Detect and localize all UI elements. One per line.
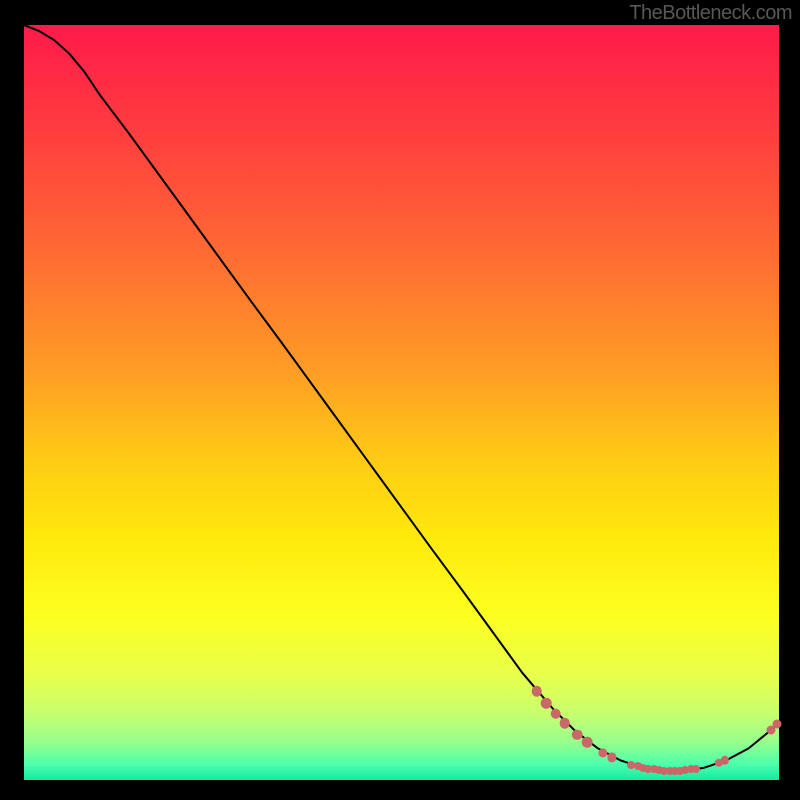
marker-layer xyxy=(24,25,779,780)
data-marker xyxy=(773,720,782,729)
chart-viewport: TheBottleneck.com xyxy=(0,0,800,800)
data-marker xyxy=(531,686,542,697)
data-marker xyxy=(550,708,561,719)
data-marker xyxy=(559,718,570,729)
data-marker xyxy=(608,753,617,762)
data-marker xyxy=(572,729,583,740)
data-marker xyxy=(541,698,552,709)
watermark-text: TheBottleneck.com xyxy=(629,2,792,25)
data-marker xyxy=(598,748,607,757)
data-marker xyxy=(720,756,728,764)
chart-area xyxy=(24,25,779,780)
data-marker xyxy=(692,765,700,773)
data-marker xyxy=(582,737,593,748)
